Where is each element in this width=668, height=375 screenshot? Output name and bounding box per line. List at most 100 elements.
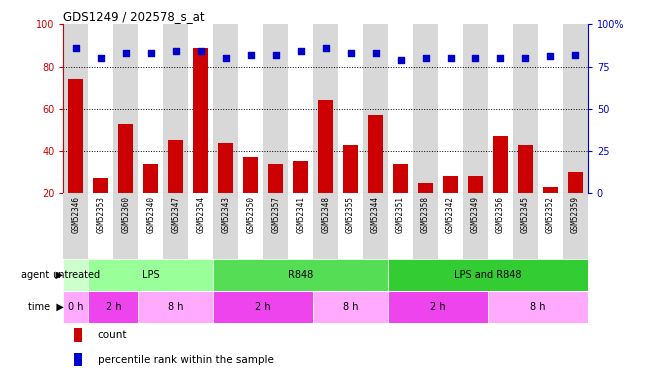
Point bbox=[495, 55, 506, 61]
Bar bbox=[418, 183, 433, 193]
Text: GSM52354: GSM52354 bbox=[196, 196, 205, 233]
Text: GSM52358: GSM52358 bbox=[421, 196, 430, 233]
Text: 8 h: 8 h bbox=[168, 302, 184, 312]
Bar bbox=[263, 24, 288, 193]
Bar bbox=[114, 193, 138, 259]
Bar bbox=[288, 193, 313, 259]
Bar bbox=[313, 24, 338, 193]
Text: GSM52340: GSM52340 bbox=[146, 196, 156, 233]
Point bbox=[545, 54, 556, 60]
Point bbox=[170, 48, 181, 54]
Bar bbox=[413, 193, 438, 259]
Bar bbox=[438, 24, 463, 193]
Bar bbox=[388, 193, 413, 259]
Text: GSM52345: GSM52345 bbox=[521, 196, 530, 233]
Bar bbox=[213, 259, 388, 291]
Bar bbox=[164, 193, 188, 259]
Bar bbox=[68, 79, 84, 193]
Bar bbox=[88, 291, 138, 322]
Text: GSM52351: GSM52351 bbox=[396, 196, 405, 233]
Point bbox=[470, 55, 481, 61]
Point bbox=[295, 48, 306, 54]
Bar bbox=[94, 178, 108, 193]
Bar bbox=[238, 193, 263, 259]
Text: agent  ▶: agent ▶ bbox=[21, 270, 63, 280]
Point bbox=[271, 52, 281, 58]
Bar bbox=[518, 145, 533, 193]
Text: GSM52348: GSM52348 bbox=[321, 196, 330, 233]
Bar bbox=[88, 193, 114, 259]
Text: 8 h: 8 h bbox=[343, 302, 358, 312]
Bar bbox=[88, 259, 213, 291]
Bar bbox=[168, 140, 183, 193]
Text: 2 h: 2 h bbox=[430, 302, 446, 312]
Bar bbox=[463, 193, 488, 259]
Bar bbox=[74, 353, 81, 366]
Text: GSM52355: GSM52355 bbox=[346, 196, 355, 233]
Bar bbox=[313, 193, 338, 259]
Point bbox=[370, 50, 381, 56]
Bar bbox=[463, 24, 488, 193]
Bar bbox=[74, 328, 81, 342]
Bar bbox=[563, 193, 588, 259]
Bar bbox=[138, 24, 164, 193]
Bar bbox=[438, 193, 463, 259]
Bar bbox=[63, 291, 88, 322]
Bar bbox=[263, 193, 288, 259]
Bar bbox=[343, 145, 358, 193]
Text: time  ▶: time ▶ bbox=[27, 302, 63, 312]
Text: untreated: untreated bbox=[52, 270, 100, 280]
Text: count: count bbox=[98, 330, 127, 340]
Bar bbox=[138, 193, 164, 259]
Bar bbox=[388, 291, 488, 322]
Bar bbox=[363, 193, 388, 259]
Text: GSM52344: GSM52344 bbox=[371, 196, 380, 233]
Bar bbox=[488, 193, 513, 259]
Bar bbox=[363, 24, 388, 193]
Text: GSM52343: GSM52343 bbox=[221, 196, 230, 233]
Text: 0 h: 0 h bbox=[68, 302, 84, 312]
Bar bbox=[88, 24, 114, 193]
Bar bbox=[213, 193, 238, 259]
Bar bbox=[138, 291, 213, 322]
Point bbox=[570, 52, 580, 58]
Bar bbox=[318, 100, 333, 193]
Text: GSM52360: GSM52360 bbox=[122, 196, 130, 233]
Point bbox=[345, 50, 356, 56]
Bar bbox=[413, 24, 438, 193]
Bar bbox=[338, 24, 363, 193]
Bar bbox=[188, 193, 213, 259]
Bar bbox=[513, 24, 538, 193]
Bar bbox=[493, 136, 508, 193]
Text: GSM52347: GSM52347 bbox=[171, 196, 180, 233]
Bar bbox=[144, 164, 158, 193]
Bar bbox=[368, 115, 383, 193]
Bar bbox=[563, 24, 588, 193]
Bar bbox=[568, 172, 583, 193]
Text: GSM52350: GSM52350 bbox=[246, 196, 255, 233]
Point bbox=[321, 45, 331, 51]
Bar bbox=[188, 24, 213, 193]
Bar bbox=[443, 176, 458, 193]
Bar bbox=[338, 193, 363, 259]
Text: GSM52356: GSM52356 bbox=[496, 196, 505, 233]
Text: R848: R848 bbox=[288, 270, 313, 280]
Point bbox=[420, 55, 431, 61]
Bar bbox=[218, 142, 233, 193]
Bar bbox=[468, 176, 483, 193]
Bar bbox=[393, 164, 408, 193]
Point bbox=[120, 50, 131, 56]
Text: 2 h: 2 h bbox=[255, 302, 271, 312]
Point bbox=[96, 55, 106, 61]
Point bbox=[220, 55, 231, 61]
Bar bbox=[543, 187, 558, 193]
Bar bbox=[388, 24, 413, 193]
Bar bbox=[238, 24, 263, 193]
Point bbox=[196, 48, 206, 54]
Point bbox=[395, 57, 406, 63]
Point bbox=[445, 55, 456, 61]
Bar bbox=[193, 48, 208, 193]
Bar bbox=[63, 259, 88, 291]
Text: 8 h: 8 h bbox=[530, 302, 546, 312]
Text: GSM52349: GSM52349 bbox=[471, 196, 480, 233]
